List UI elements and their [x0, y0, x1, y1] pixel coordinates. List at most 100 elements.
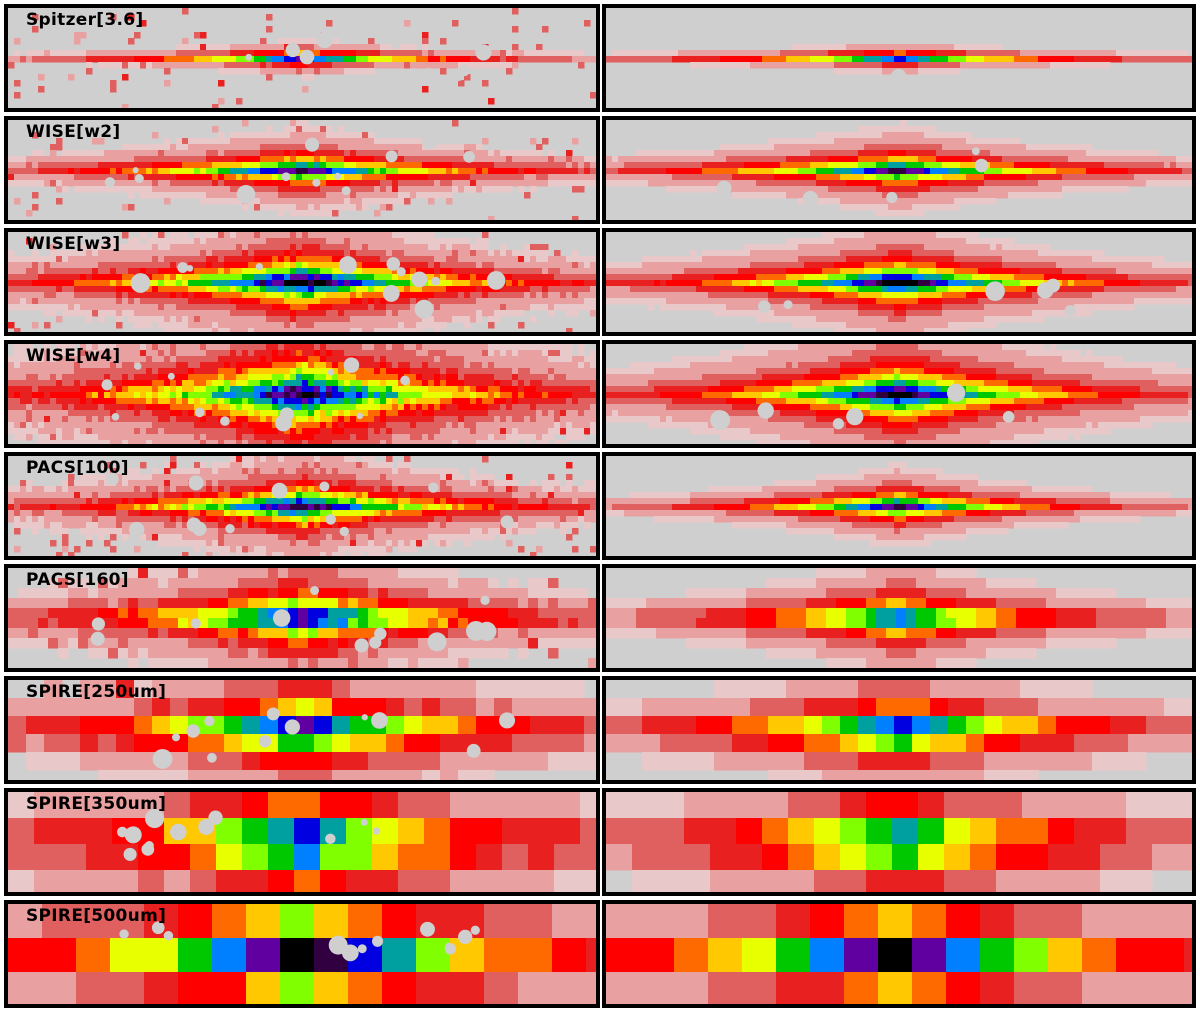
pixel — [464, 74, 471, 81]
pixel — [404, 274, 411, 281]
pixel — [182, 180, 189, 187]
pixel — [774, 138, 781, 145]
pixel — [338, 132, 345, 139]
pixel — [146, 56, 153, 63]
pixel — [1074, 162, 1081, 169]
pixel — [50, 244, 57, 251]
pixel — [248, 262, 255, 269]
pixel — [470, 56, 477, 63]
pixel — [434, 238, 441, 245]
pixel — [356, 138, 363, 145]
pixel — [296, 138, 303, 145]
pixel — [32, 14, 39, 21]
pixel — [1068, 150, 1075, 157]
pixel — [236, 44, 243, 51]
pixel — [792, 250, 799, 257]
pixel — [1032, 244, 1039, 251]
pixel — [1002, 186, 1009, 193]
pixel — [1122, 50, 1129, 57]
pixel — [924, 192, 931, 199]
pixel — [732, 274, 739, 281]
pixel — [1068, 156, 1075, 163]
pixel — [194, 50, 201, 57]
pixel — [678, 50, 685, 57]
pixel — [696, 292, 703, 299]
pixel — [98, 268, 105, 275]
pixel — [1134, 280, 1141, 287]
pixel — [278, 268, 285, 275]
pixel — [440, 316, 447, 323]
pixel — [122, 286, 129, 293]
pixel — [828, 138, 835, 145]
pixel — [410, 192, 417, 199]
pixel — [308, 298, 315, 305]
pixel — [1038, 244, 1045, 251]
pixel — [834, 168, 841, 175]
pixel — [44, 298, 51, 305]
pixel — [708, 256, 715, 263]
pixel — [302, 298, 309, 305]
pixel — [218, 280, 225, 287]
pixel — [440, 144, 447, 151]
pixel — [362, 322, 369, 329]
pixel — [446, 56, 453, 63]
pixel — [726, 250, 733, 257]
pixel — [798, 292, 805, 299]
pixel — [690, 62, 697, 69]
pixel — [68, 168, 75, 175]
pixel — [224, 168, 231, 175]
pixel — [110, 14, 117, 21]
pixel — [560, 292, 567, 299]
pixel — [554, 256, 561, 263]
pixel — [536, 256, 543, 263]
pixel — [954, 168, 961, 175]
pixel — [666, 156, 673, 163]
pixel — [708, 298, 715, 305]
pixel — [732, 298, 739, 305]
pixel — [876, 204, 883, 211]
pixel — [302, 262, 309, 269]
pixel — [750, 286, 757, 293]
pixel — [158, 280, 165, 287]
pixel — [362, 328, 369, 332]
pixel — [1164, 162, 1171, 169]
pixel — [960, 162, 967, 169]
pixel — [566, 274, 573, 281]
pixel — [308, 204, 315, 211]
pixel — [786, 244, 793, 251]
pixel — [840, 198, 847, 205]
pixel — [314, 126, 321, 133]
pixel — [840, 250, 847, 257]
pixel — [912, 180, 919, 187]
pixel — [612, 162, 619, 169]
pixel — [278, 204, 285, 211]
pixel — [714, 274, 721, 281]
pixel — [332, 238, 339, 245]
pixel — [302, 132, 309, 139]
pixel — [756, 150, 763, 157]
pixel — [248, 316, 255, 323]
pixel — [230, 132, 237, 139]
pixel — [314, 162, 321, 169]
pixel — [242, 310, 249, 317]
pixel — [230, 162, 237, 169]
pixel — [116, 310, 123, 317]
pixel — [1158, 280, 1165, 287]
pixel — [224, 244, 231, 251]
pixel — [86, 310, 93, 317]
pixel — [116, 186, 123, 193]
pixel — [320, 192, 327, 199]
pixel — [566, 56, 573, 63]
pixel — [590, 280, 596, 287]
pixel — [798, 62, 805, 69]
pixel — [104, 150, 111, 157]
pixel — [888, 210, 895, 217]
pixel — [458, 186, 465, 193]
pixel — [476, 168, 483, 175]
pixel — [380, 62, 387, 69]
pixel — [296, 322, 303, 329]
pixel — [314, 274, 321, 281]
pixel — [278, 274, 285, 281]
pixel — [864, 274, 871, 281]
pixel — [326, 162, 333, 169]
